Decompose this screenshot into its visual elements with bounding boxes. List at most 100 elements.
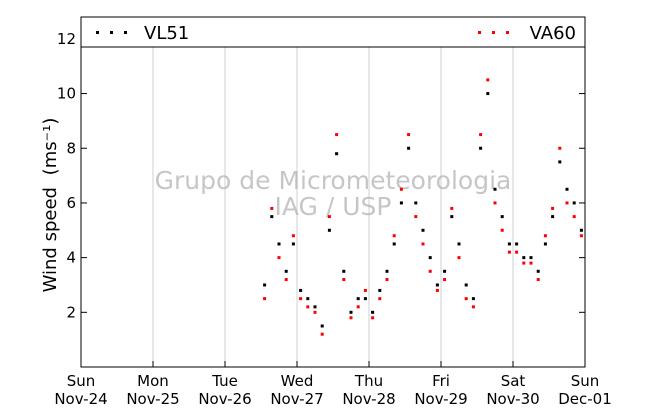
data-point-va60 [349,316,353,320]
x-tick-date: Nov-24 [54,390,107,408]
data-point-va60 [572,215,576,219]
y-tick-label: 6 [66,194,76,212]
data-point-va60 [479,133,483,137]
data-point-va60 [421,242,425,246]
data-point-va60 [392,234,396,238]
data-point-vl51 [306,297,310,301]
data-point-vl51 [507,242,511,246]
data-point-vl51 [479,146,483,150]
data-point-va60 [291,234,295,238]
data-point-vl51 [291,242,295,246]
x-tick-day: Fri [432,372,450,390]
x-tick-date: Nov-30 [486,390,539,408]
data-point-vl51 [284,269,288,273]
data-point-vl51 [471,297,475,301]
data-point-va60 [493,201,497,205]
data-point-va60 [363,288,367,292]
y-tick-label: 8 [66,139,76,157]
y-tick-label: 2 [66,303,76,321]
data-point-vl51 [464,283,468,287]
data-point-va60 [263,297,267,301]
watermark-line-1: Grupo de Micrometeorologia [155,166,512,195]
data-point-vl51 [579,228,583,232]
data-point-vl51 [558,160,562,164]
data-point-vl51 [407,146,411,150]
data-point-vl51 [399,201,403,205]
data-point-va60 [500,228,504,232]
data-point-vl51 [500,215,504,219]
y-axis-label-text: Wind speed [40,187,61,292]
data-point-vl51 [385,269,389,273]
data-point-va60 [299,297,303,301]
x-tick-date: Nov-26 [198,390,251,408]
data-point-vl51 [515,242,519,246]
data-point-va60 [414,215,418,219]
axes: SunNov-24MonNov-25TueNov-26WedNov-27ThuN… [54,17,612,408]
y-tick-label: 10 [57,85,76,103]
data-point-vl51 [371,310,375,314]
data-point-va60 [522,261,526,265]
data-point-vl51 [529,256,533,260]
data-point-vl51 [493,187,497,191]
data-point-va60 [464,297,468,301]
data-point-vl51 [572,201,576,205]
data-point-va60 [270,206,274,210]
legend-marker-dot [96,31,99,34]
data-point-vl51 [450,215,454,219]
data-points [263,78,583,336]
legend: VL51 VA60 [80,16,586,48]
x-tick-day: Thu [354,372,383,390]
x-tick-day: Sun [571,372,600,390]
data-point-va60 [486,78,490,82]
data-point-va60 [306,305,310,309]
data-point-vl51 [392,242,396,246]
legend-label-vl51: VL51 [144,23,189,44]
data-point-vl51 [565,187,569,191]
data-point-va60 [529,261,533,265]
y-axis-label-units: (ms⁻¹) [40,118,61,176]
data-point-vl51 [349,310,353,314]
data-point-vl51 [421,228,425,232]
data-point-va60 [443,278,447,281]
data-point-va60 [399,187,403,191]
data-point-va60 [551,206,555,210]
x-tick-day: Tue [211,372,238,390]
legend-marker-vl51 [96,31,127,34]
data-point-vl51 [522,256,526,260]
data-point-vl51 [299,288,303,292]
data-point-vl51 [263,283,267,287]
data-point-va60 [558,146,562,150]
y-axis-label: Wind speed (ms⁻¹) [40,118,61,293]
data-point-vl51 [277,242,281,246]
data-point-vl51 [536,269,540,273]
legend-marker-dot [492,31,495,34]
data-point-va60 [536,278,540,281]
data-point-vl51 [457,242,461,246]
watermark: Grupo de Micrometeorologia IAG / USP [155,166,512,221]
data-point-va60 [515,250,519,254]
legend-box [80,16,586,48]
data-point-vl51 [551,215,555,219]
data-point-va60 [407,133,411,137]
x-tick-date: Dec-01 [558,390,612,408]
data-point-va60 [435,288,439,292]
data-point-vl51 [356,297,360,301]
data-point-vl51 [428,256,432,260]
data-point-vl51 [335,152,339,156]
x-tick-date: Nov-25 [126,390,179,408]
data-point-vl51 [320,324,324,328]
data-point-vl51 [363,297,367,301]
x-tick-date: Nov-29 [414,390,467,408]
data-point-va60 [457,256,461,260]
data-point-va60 [313,310,317,314]
data-point-va60 [320,332,324,336]
legend-marker-dot [506,31,509,34]
data-point-va60 [371,316,375,320]
data-point-vl51 [342,269,346,273]
data-point-vl51 [486,92,490,96]
data-point-vl51 [543,242,547,246]
data-point-va60 [385,278,389,281]
data-point-vl51 [414,201,418,205]
data-point-vl51 [313,305,317,309]
